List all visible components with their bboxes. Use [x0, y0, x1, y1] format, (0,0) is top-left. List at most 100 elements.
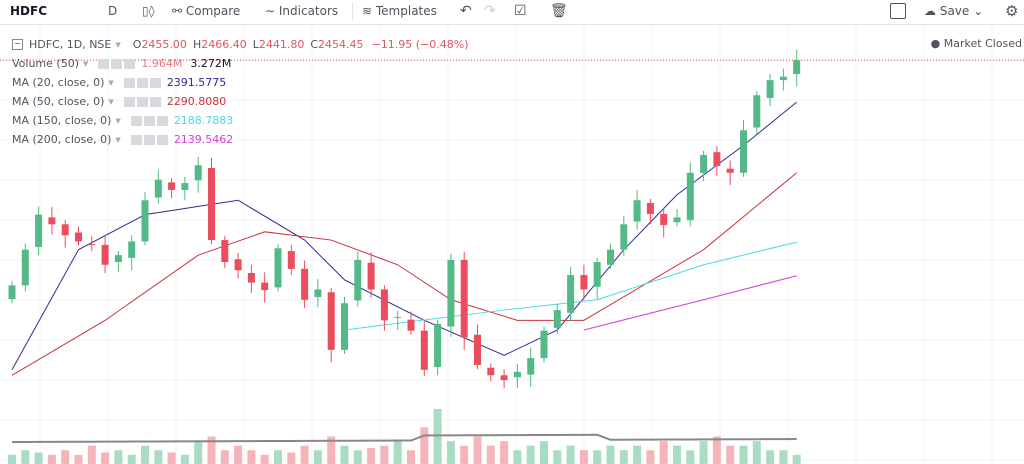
- volume-bar: [234, 445, 243, 464]
- trash-icon[interactable]: 🗑: [550, 3, 568, 19]
- interval-button[interactable]: D: [108, 4, 118, 18]
- checkbox-icon[interactable]: ☑: [514, 3, 527, 19]
- settings-icon[interactable]: [136, 96, 148, 107]
- candle-body: [593, 262, 601, 287]
- eye-icon[interactable]: [123, 96, 135, 107]
- market-status-text: Market Closed: [943, 37, 1022, 50]
- volume-bar: [739, 445, 748, 464]
- cloud-icon: ☁: [924, 4, 940, 18]
- ma-line-ma50: [11, 172, 798, 376]
- study-value: 2391.5775: [166, 76, 227, 89]
- candle-body: [793, 60, 801, 74]
- compare-button[interactable]: ⚯ Compare: [172, 4, 241, 18]
- volume-bar: [340, 445, 349, 464]
- volume-bar: [726, 445, 735, 464]
- eye-icon[interactable]: [130, 115, 142, 126]
- remove-icon[interactable]: [156, 115, 168, 126]
- eye-icon[interactable]: [98, 58, 110, 69]
- candle-body: [660, 213, 668, 225]
- candle-body: [513, 371, 521, 378]
- main-legend: − HDFC, 1D, NSE ▼ O 2455.00 H 2466.40 L 2441…: [12, 38, 469, 51]
- close-value: 2454.45: [318, 38, 364, 51]
- market-status: ● Market Closed: [930, 37, 1022, 50]
- volume-bar: [207, 436, 216, 464]
- series-title: HDFC, 1D, NSE: [29, 38, 112, 51]
- study-legend: MA (200, close, 0) ▼ 2139.5462: [12, 133, 234, 146]
- volume-bar: [619, 450, 628, 464]
- collapse-icon[interactable]: −: [12, 39, 23, 50]
- volume-bar: [274, 450, 282, 464]
- volume-bar: [300, 445, 309, 464]
- volume-bar: [792, 454, 801, 464]
- candle-body: [620, 224, 628, 250]
- volume-bar: [393, 441, 402, 464]
- volume-bar: [61, 450, 70, 464]
- candle-body: [208, 167, 215, 241]
- remove-icon[interactable]: [124, 58, 136, 69]
- candle-body: [633, 200, 641, 222]
- candle-body: [8, 285, 16, 300]
- candle-body: [740, 130, 747, 173]
- volume-bar: [114, 450, 123, 464]
- eye-icon[interactable]: [130, 134, 142, 145]
- close-label: C: [310, 38, 319, 51]
- volume-bar: [779, 450, 788, 464]
- candle-body: [447, 259, 455, 327]
- high-value: 2466.40: [201, 38, 247, 51]
- candle-body: [713, 152, 721, 166]
- settings-icon[interactable]: [136, 77, 148, 88]
- volume-bar: [74, 454, 83, 464]
- candle-body: [380, 289, 388, 321]
- save-button[interactable]: ☁ Save ⌄: [924, 4, 984, 18]
- open-value: 2455.00: [141, 38, 187, 51]
- remove-icon[interactable]: [149, 77, 161, 88]
- low-value: 2441.80: [258, 38, 305, 51]
- volume-bar: [486, 445, 495, 464]
- undo-icon[interactable]: ↶: [460, 3, 472, 19]
- settings-gear-icon[interactable]: ⚙: [1005, 2, 1019, 20]
- volume-bar: [220, 450, 229, 464]
- volume-bar: [260, 454, 269, 464]
- settings-icon[interactable]: [143, 115, 155, 126]
- redo-icon[interactable]: ↷: [484, 3, 496, 19]
- indicators-button[interactable]: ∼ Indicators: [265, 4, 339, 18]
- settings-icon[interactable]: [143, 134, 155, 145]
- volume-bar: [673, 445, 681, 464]
- study-name: Volume (50): [12, 57, 79, 70]
- candle-body: [367, 262, 375, 290]
- candle-body: [88, 244, 96, 246]
- eye-icon[interactable]: [123, 77, 135, 88]
- volume-bar: [606, 445, 615, 464]
- candle-body: [354, 259, 362, 301]
- study-name: MA (200, close, 0): [12, 133, 112, 146]
- ma-line-ma200: [583, 275, 797, 331]
- remove-icon[interactable]: [156, 134, 168, 145]
- candle-body: [114, 255, 122, 263]
- candle-body: [261, 282, 269, 291]
- candle-body: [48, 217, 56, 225]
- candle-body: [567, 275, 575, 313]
- volume-bar: [699, 441, 708, 464]
- volume-bar: [180, 454, 189, 464]
- candle-body: [61, 224, 69, 236]
- top-toolbar: HDFC D ▯◊ ⚯ Compare ∼ Indicators ≋ Templ…: [0, 0, 1024, 22]
- candle-body: [154, 179, 162, 198]
- symbol-search[interactable]: HDFC: [10, 4, 48, 18]
- volume-bar: [566, 445, 575, 464]
- study-name: MA (20, close, 0): [12, 76, 105, 89]
- candle-body: [394, 316, 402, 318]
- volume-bar: [287, 452, 296, 464]
- volume-bar: [752, 441, 761, 464]
- templates-button[interactable]: ≋ Templates: [362, 4, 437, 18]
- volume-bar: [473, 436, 482, 464]
- candle-body: [779, 76, 787, 81]
- candle-body: [753, 95, 761, 128]
- remove-icon[interactable]: [149, 96, 161, 107]
- candle-style-icon[interactable]: ▯◊: [142, 4, 155, 18]
- divider: [0, 24, 1024, 25]
- fullscreen-icon[interactable]: [890, 3, 906, 19]
- settings-icon[interactable]: [111, 58, 123, 69]
- study-legend: Volume (50) ▼ 1.964M 3.272M: [12, 57, 232, 70]
- study-value: 1.964M: [141, 57, 183, 70]
